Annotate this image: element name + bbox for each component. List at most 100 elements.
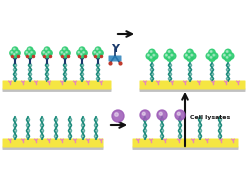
- Circle shape: [150, 51, 152, 52]
- Circle shape: [81, 50, 87, 56]
- Circle shape: [11, 51, 13, 53]
- Circle shape: [46, 50, 52, 56]
- Circle shape: [96, 48, 98, 50]
- Circle shape: [114, 113, 118, 116]
- Circle shape: [156, 110, 166, 120]
- Circle shape: [80, 48, 82, 50]
- Circle shape: [227, 53, 233, 59]
- Text: Cell lysates: Cell lysates: [189, 115, 229, 119]
- Circle shape: [225, 51, 227, 52]
- Circle shape: [168, 57, 169, 58]
- Circle shape: [96, 53, 98, 55]
- Circle shape: [212, 54, 214, 56]
- Circle shape: [168, 51, 169, 52]
- Circle shape: [66, 51, 67, 53]
- Circle shape: [43, 51, 44, 53]
- Circle shape: [12, 47, 18, 53]
- FancyBboxPatch shape: [2, 88, 111, 92]
- Circle shape: [165, 54, 167, 56]
- Circle shape: [28, 48, 30, 50]
- Circle shape: [13, 48, 15, 50]
- Circle shape: [158, 112, 162, 115]
- Circle shape: [44, 47, 50, 53]
- Circle shape: [186, 49, 192, 56]
- Circle shape: [146, 53, 152, 59]
- Circle shape: [64, 50, 70, 56]
- Circle shape: [207, 54, 208, 56]
- Circle shape: [92, 50, 98, 56]
- FancyBboxPatch shape: [2, 146, 103, 150]
- Circle shape: [169, 53, 175, 59]
- FancyBboxPatch shape: [108, 56, 121, 61]
- Circle shape: [188, 51, 189, 52]
- Circle shape: [228, 54, 230, 56]
- Circle shape: [184, 53, 190, 59]
- Circle shape: [78, 51, 79, 53]
- Circle shape: [140, 110, 149, 120]
- Text: Y: Y: [110, 44, 118, 54]
- Circle shape: [95, 52, 100, 58]
- Circle shape: [211, 53, 217, 59]
- Circle shape: [166, 55, 172, 61]
- Circle shape: [27, 52, 33, 58]
- Circle shape: [62, 47, 68, 53]
- Circle shape: [142, 112, 145, 115]
- Circle shape: [76, 50, 82, 56]
- Circle shape: [150, 57, 152, 58]
- Circle shape: [170, 54, 172, 56]
- Circle shape: [82, 51, 84, 53]
- Circle shape: [14, 50, 20, 56]
- Circle shape: [13, 53, 15, 55]
- FancyBboxPatch shape: [132, 139, 238, 147]
- Circle shape: [61, 51, 62, 53]
- Circle shape: [98, 51, 100, 53]
- Circle shape: [185, 54, 186, 56]
- FancyBboxPatch shape: [139, 81, 244, 90]
- Circle shape: [221, 53, 228, 59]
- FancyBboxPatch shape: [139, 88, 244, 92]
- Circle shape: [166, 49, 172, 56]
- Circle shape: [152, 54, 154, 56]
- Circle shape: [62, 52, 68, 58]
- Circle shape: [151, 53, 157, 59]
- Circle shape: [42, 50, 47, 56]
- Circle shape: [25, 50, 30, 56]
- FancyBboxPatch shape: [2, 81, 111, 90]
- Circle shape: [148, 49, 154, 56]
- Circle shape: [147, 54, 149, 56]
- Circle shape: [224, 55, 230, 61]
- Circle shape: [94, 51, 95, 53]
- Circle shape: [186, 55, 192, 61]
- Circle shape: [10, 50, 15, 56]
- Circle shape: [28, 53, 30, 55]
- Circle shape: [44, 52, 50, 58]
- Circle shape: [208, 49, 214, 56]
- Circle shape: [63, 53, 65, 55]
- FancyBboxPatch shape: [2, 139, 103, 147]
- Circle shape: [225, 57, 227, 58]
- FancyBboxPatch shape: [132, 146, 238, 150]
- Circle shape: [12, 52, 18, 58]
- Circle shape: [190, 54, 192, 56]
- Circle shape: [112, 110, 124, 122]
- Circle shape: [174, 110, 184, 120]
- Circle shape: [209, 57, 211, 58]
- Circle shape: [164, 53, 170, 59]
- Circle shape: [148, 55, 154, 61]
- Circle shape: [224, 49, 230, 56]
- Circle shape: [45, 53, 47, 55]
- Circle shape: [31, 51, 32, 53]
- Circle shape: [205, 53, 212, 59]
- Circle shape: [45, 48, 47, 50]
- Circle shape: [208, 55, 214, 61]
- Circle shape: [16, 51, 17, 53]
- Circle shape: [80, 53, 82, 55]
- Circle shape: [30, 50, 35, 56]
- Circle shape: [26, 51, 28, 53]
- Circle shape: [97, 50, 103, 56]
- Circle shape: [79, 47, 84, 53]
- Circle shape: [188, 57, 189, 58]
- Circle shape: [27, 47, 33, 53]
- Circle shape: [209, 51, 211, 52]
- Circle shape: [176, 112, 180, 115]
